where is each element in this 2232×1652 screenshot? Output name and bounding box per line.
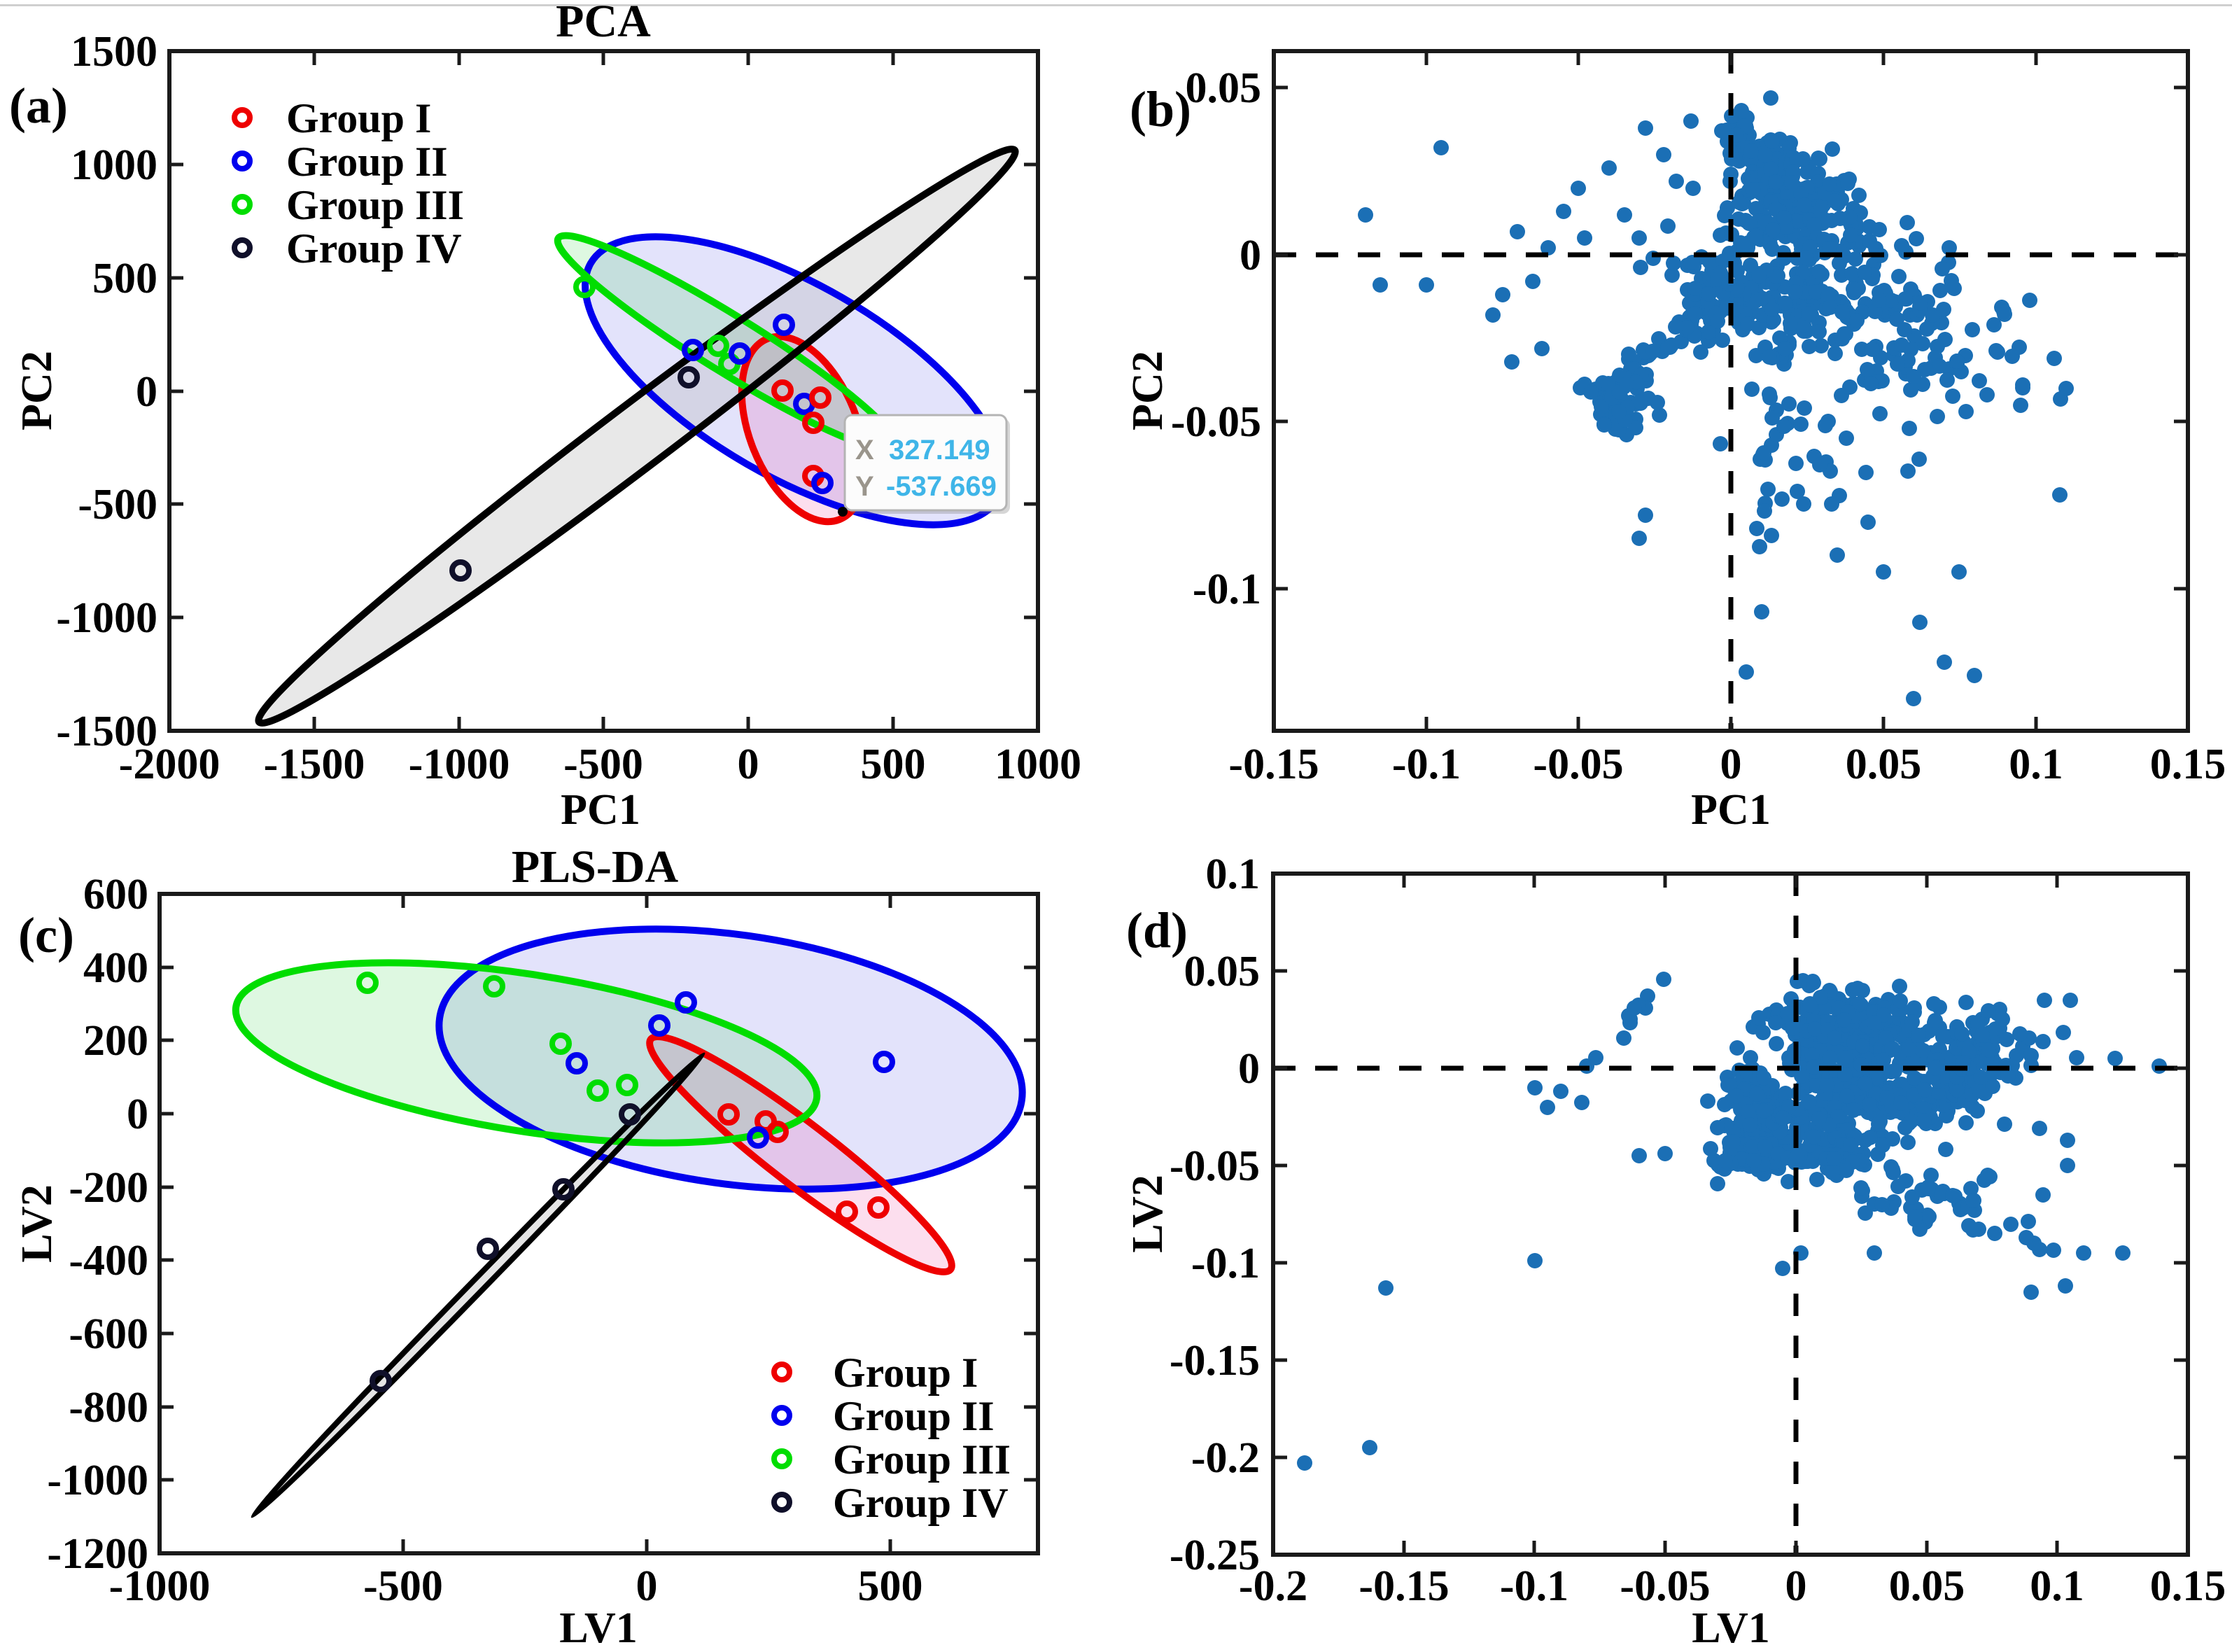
svg-text:400: 400 (83, 944, 148, 992)
svg-text:0: 0 (1238, 1045, 1260, 1093)
svg-text:-0.05: -0.05 (1170, 1142, 1260, 1190)
svg-text:-0.05: -0.05 (1533, 741, 1623, 788)
svg-text:-1500: -1500 (56, 708, 157, 755)
svg-text:0.15: 0.15 (2150, 741, 2226, 788)
svg-text:-0.1: -0.1 (1500, 1562, 1568, 1610)
svg-text:PC1: PC1 (1691, 786, 1771, 834)
svg-text:0.05: 0.05 (1846, 741, 1922, 788)
svg-text:0.1: 0.1 (2009, 741, 2063, 788)
svg-text:-0.15: -0.15 (1359, 1562, 1449, 1610)
svg-text:LV1: LV1 (1692, 1604, 1769, 1652)
svg-text:(d): (d) (1126, 902, 1188, 958)
svg-text:-0.1: -0.1 (1191, 1240, 1260, 1287)
svg-text:PC2: PC2 (1124, 351, 1172, 430)
svg-text:PC2: PC2 (13, 351, 61, 430)
svg-text:-800: -800 (69, 1384, 148, 1432)
svg-text:-0.05: -0.05 (1620, 1562, 1710, 1610)
svg-text:Group II: Group II (286, 139, 448, 185)
svg-text:0.05: 0.05 (1186, 64, 1262, 112)
svg-text:0: 0 (136, 368, 157, 416)
svg-text:X: X (855, 435, 874, 465)
svg-text:Group III: Group III (833, 1436, 1011, 1483)
svg-text:0.1: 0.1 (2030, 1562, 2084, 1610)
svg-text:-500: -500 (363, 1562, 443, 1610)
svg-text:-1000: -1000 (109, 1562, 211, 1610)
svg-text:-0.15: -0.15 (1228, 741, 1319, 788)
svg-text:(c): (c) (18, 907, 74, 963)
svg-text:-400: -400 (69, 1237, 148, 1284)
svg-text:Group II: Group II (833, 1393, 995, 1439)
svg-text:LV2: LV2 (1124, 1175, 1172, 1252)
svg-text:LV1: LV1 (559, 1604, 637, 1652)
svg-text:-500: -500 (78, 481, 157, 528)
svg-text:Group III: Group III (286, 182, 464, 228)
svg-text:(b): (b) (1130, 81, 1191, 137)
svg-text:0: 0 (127, 1091, 148, 1138)
svg-text:500: 500 (92, 255, 157, 302)
svg-text:Group I: Group I (286, 95, 431, 141)
svg-text:PLS-DA: PLS-DA (512, 841, 679, 892)
svg-text:-0.15: -0.15 (1170, 1337, 1260, 1385)
svg-text:0: 0 (1240, 232, 1261, 279)
svg-text:-1200: -1200 (47, 1530, 148, 1578)
svg-text:-1000: -1000 (409, 741, 510, 788)
svg-text:1500: 1500 (71, 28, 157, 76)
svg-text:1000: 1000 (995, 741, 1081, 788)
svg-text:-1500: -1500 (264, 741, 365, 788)
svg-text:-600: -600 (69, 1310, 148, 1358)
svg-text:-0.05: -0.05 (1171, 398, 1261, 446)
svg-text:-0.25: -0.25 (1170, 1532, 1260, 1579)
svg-text:Y: Y (855, 471, 874, 502)
svg-text:0.05: 0.05 (1889, 1562, 1965, 1610)
svg-text:Group IV: Group IV (286, 225, 462, 272)
svg-text:LV2: LV2 (13, 1184, 61, 1262)
svg-text:500: 500 (858, 1562, 923, 1610)
svg-text:0.1: 0.1 (1206, 850, 1261, 898)
svg-text:0: 0 (738, 741, 759, 788)
svg-text:-200: -200 (69, 1164, 148, 1212)
svg-text:-0.1: -0.1 (1193, 566, 1261, 613)
svg-text:-1000: -1000 (47, 1457, 148, 1504)
svg-text:0: 0 (1720, 741, 1742, 788)
svg-text:200: 200 (83, 1017, 148, 1065)
svg-text:500: 500 (861, 741, 926, 788)
svg-text:-2000: -2000 (119, 741, 220, 788)
svg-text:600: 600 (83, 871, 148, 918)
svg-text:-0.2: -0.2 (1191, 1434, 1260, 1482)
svg-text:0: 0 (1785, 1562, 1807, 1610)
svg-text:-500: -500 (563, 741, 643, 788)
svg-text:0.15: 0.15 (2150, 1562, 2226, 1610)
svg-text:Group IV: Group IV (833, 1480, 1009, 1526)
svg-text:PCA: PCA (556, 0, 651, 47)
svg-text:0: 0 (636, 1562, 658, 1610)
svg-text:327.149: 327.149 (889, 435, 990, 465)
svg-text:-1000: -1000 (56, 594, 157, 642)
svg-text:-537.669: -537.669 (886, 471, 997, 502)
svg-text:-0.2: -0.2 (1239, 1562, 1307, 1610)
svg-text:Group I: Group I (833, 1350, 978, 1396)
svg-text:0.05: 0.05 (1184, 948, 1261, 995)
svg-text:PC1: PC1 (561, 786, 640, 834)
svg-text:(a): (a) (9, 78, 68, 134)
svg-text:1000: 1000 (71, 141, 157, 189)
svg-text:-0.1: -0.1 (1392, 741, 1461, 788)
